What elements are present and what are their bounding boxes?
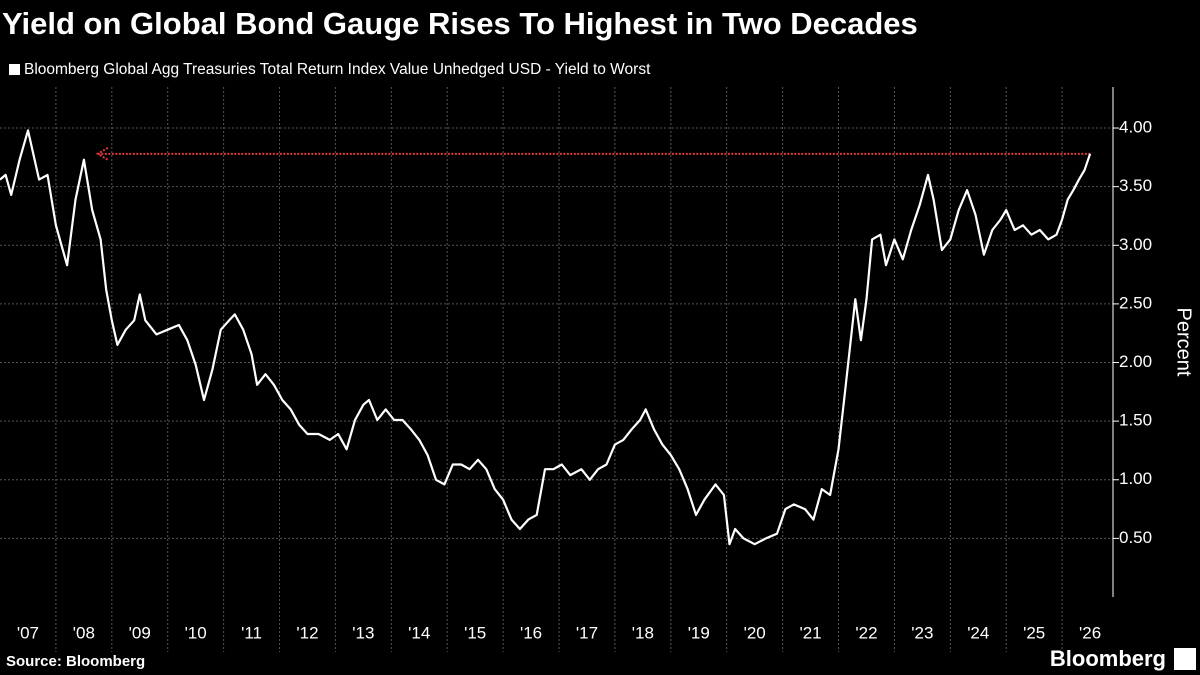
y-tick-label: 2.00	[1119, 352, 1152, 371]
y-tick-label: 0.50	[1119, 528, 1152, 547]
y-tick-label: 1.50	[1119, 411, 1152, 430]
x-tick-label: '20	[744, 623, 766, 642]
x-tick-label: '15	[464, 623, 486, 642]
y-tick-label: 3.00	[1119, 235, 1152, 254]
x-tick-label: '09	[129, 623, 151, 642]
y-tick-label: 1.00	[1119, 469, 1152, 488]
x-tick-label: '08	[73, 623, 95, 642]
x-tick-label: '19	[688, 623, 710, 642]
x-tick-label: '16	[520, 623, 542, 642]
x-tick-label: '26	[1079, 623, 1101, 642]
legend-swatch	[9, 64, 20, 75]
chart-title: Yield on Global Bond Gauge Rises To High…	[2, 6, 918, 41]
x-tick-label: '11	[241, 623, 262, 642]
y-tick-label: 3.50	[1119, 176, 1152, 195]
x-tick-label: '17	[576, 623, 598, 642]
x-tick-label: '12	[296, 623, 318, 642]
y-tick-label: 4.00	[1119, 118, 1152, 137]
x-tick-label: '13	[352, 623, 374, 642]
y-axis-label: Percent	[1173, 308, 1195, 377]
x-tick-label: '18	[632, 623, 654, 642]
x-tick-label: '24	[967, 623, 989, 642]
legend-label: Bloomberg Global Agg Treasuries Total Re…	[24, 61, 651, 78]
x-tick-label: '25	[1023, 623, 1045, 642]
x-tick-label: '22	[855, 623, 877, 642]
source: Source: Bloomberg	[6, 653, 145, 670]
brand-logo: Bloomberg	[1050, 646, 1166, 671]
x-tick-label: '10	[185, 623, 207, 642]
series-line	[0, 129, 1092, 546]
y-tick-label: 2.50	[1119, 293, 1152, 312]
x-tick-label: '07	[17, 623, 39, 642]
x-tick-label: '23	[911, 623, 933, 642]
reference-arrow	[95, 146, 109, 161]
x-tick-label: '21	[799, 623, 821, 642]
x-tick-label: '14	[408, 623, 430, 642]
brand-icon	[1174, 648, 1196, 670]
